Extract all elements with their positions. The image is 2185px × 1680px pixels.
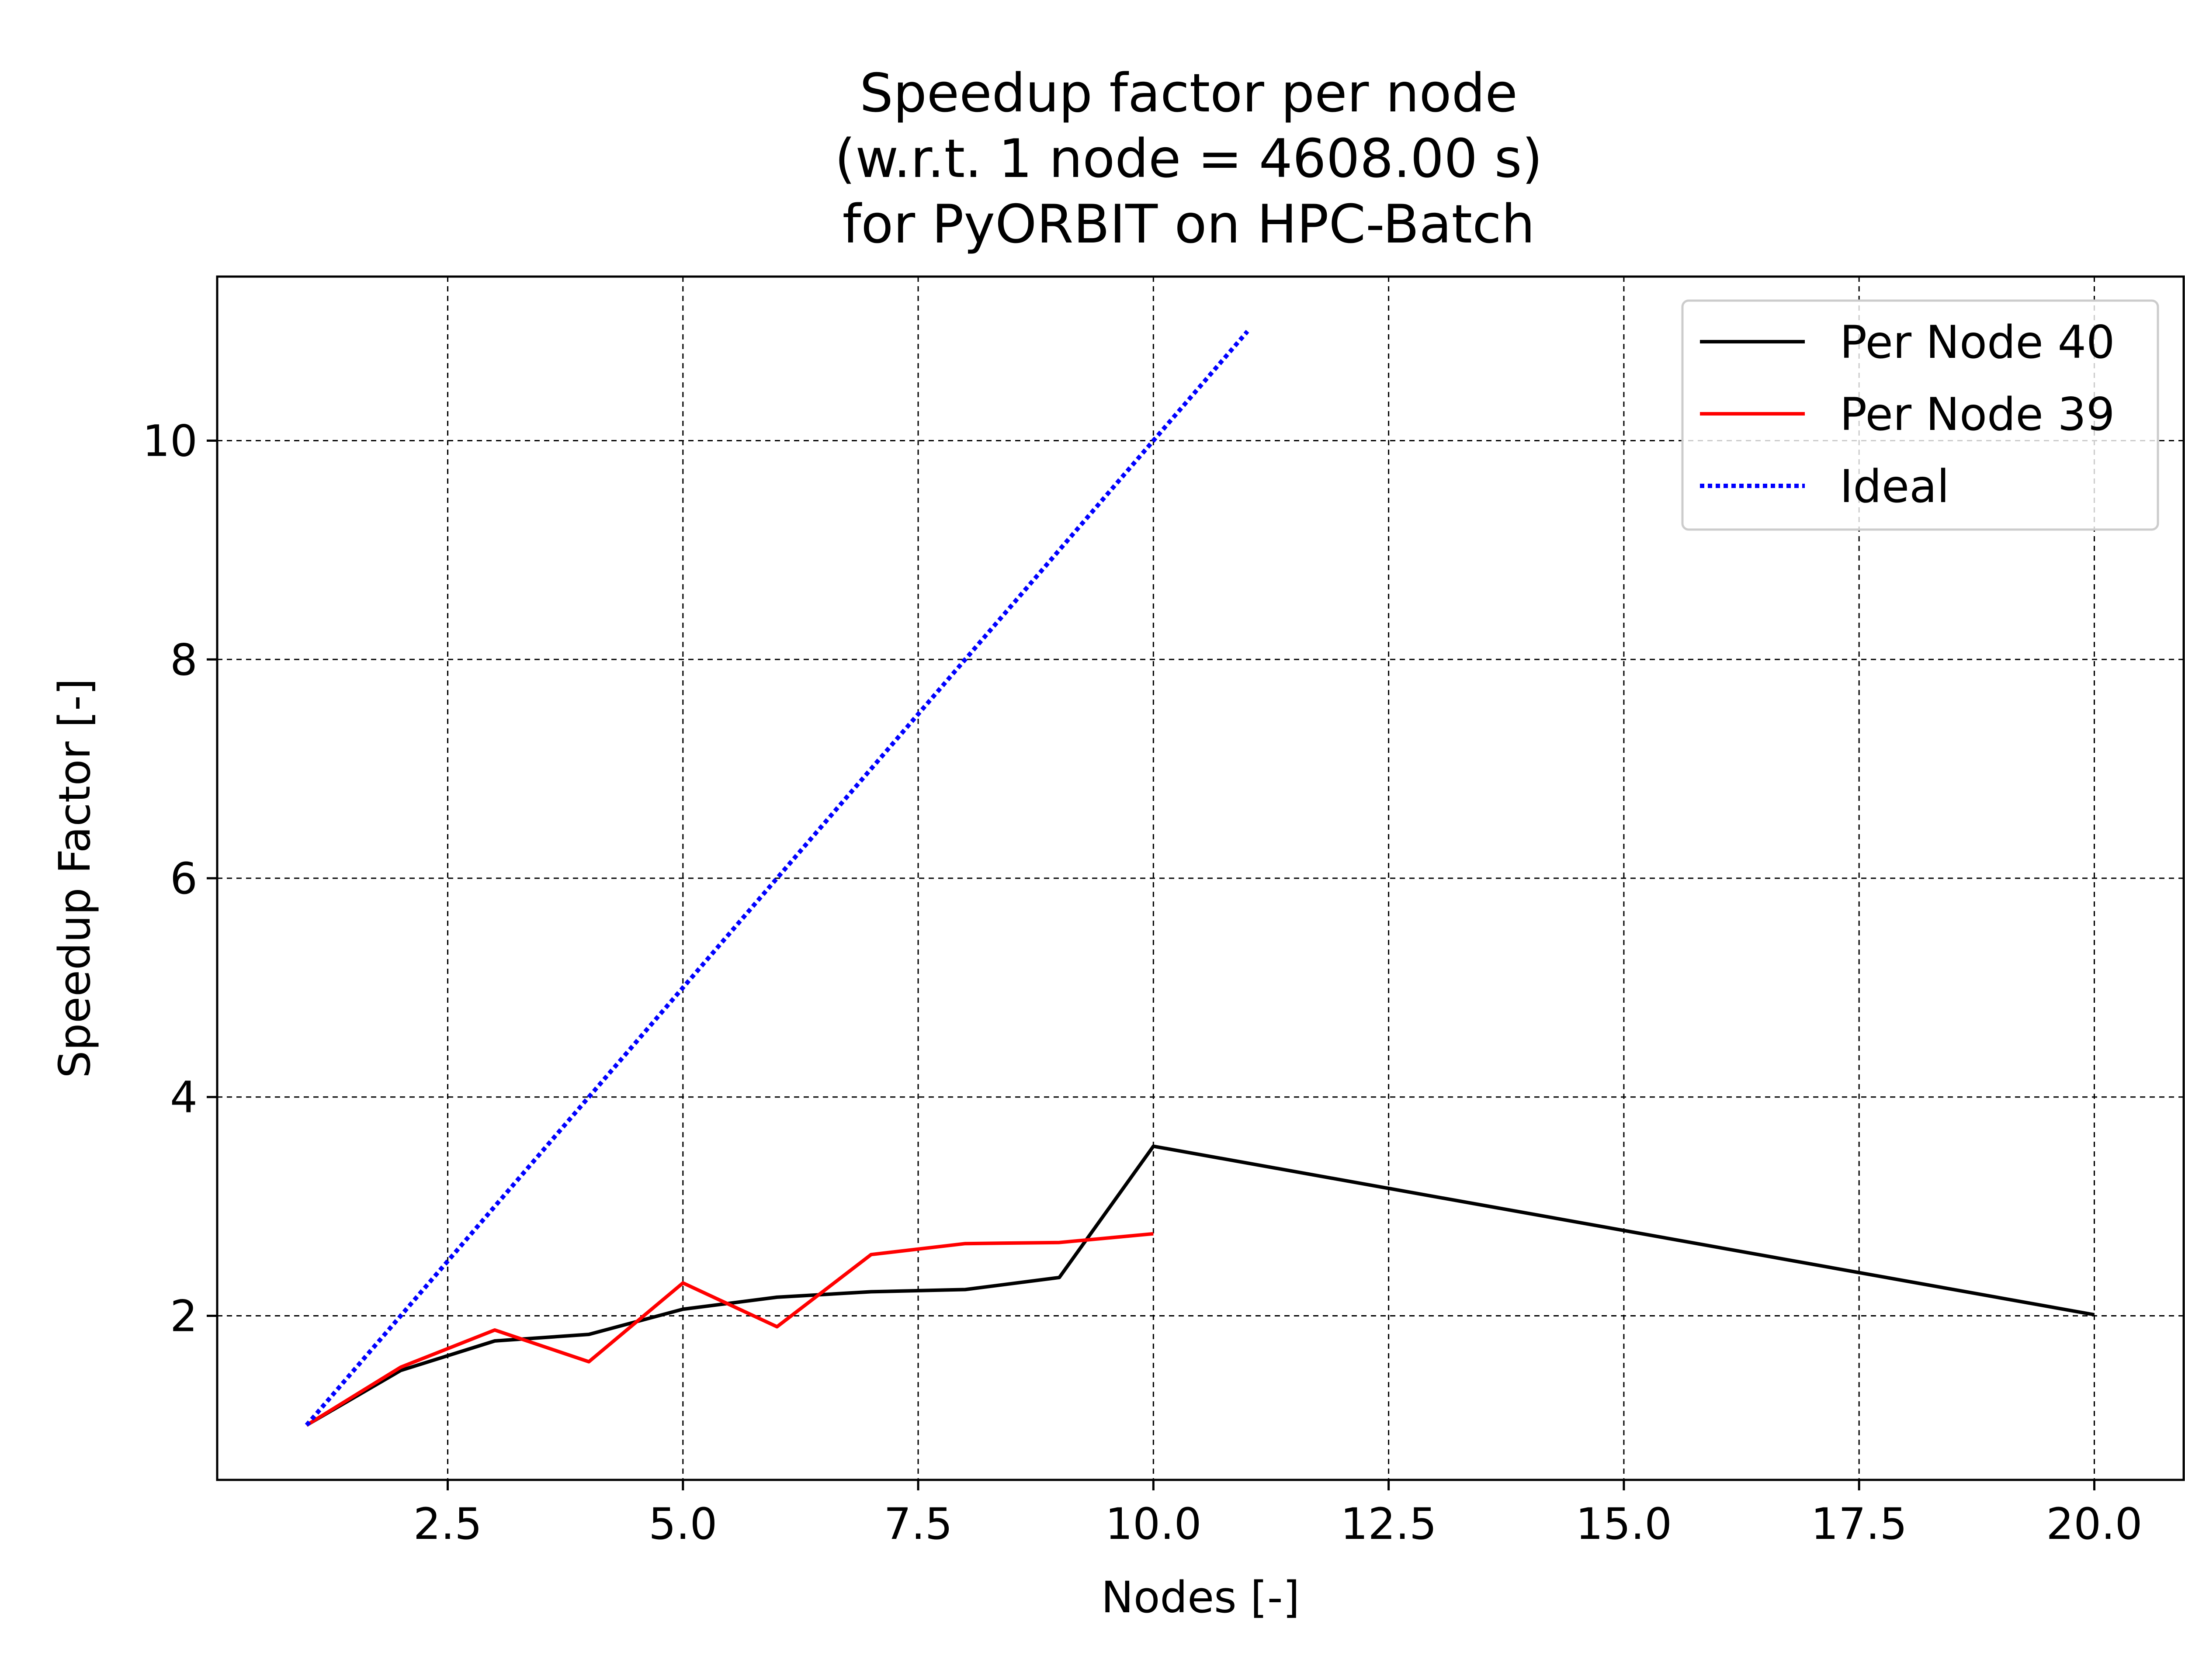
chart-title-line-1: Speedup factor per node bbox=[860, 62, 1518, 124]
chart-title-line-2: (w.r.t. 1 node = 4608.00 s) bbox=[835, 128, 1543, 190]
legend-label: Per Node 40 bbox=[1840, 316, 2115, 369]
x-axis-label: Nodes [-] bbox=[1101, 1573, 1300, 1623]
y-tick-label: 10 bbox=[142, 416, 198, 467]
x-tick-label: 7.5 bbox=[884, 1499, 952, 1549]
legend-box bbox=[1681, 299, 2159, 531]
x-tick-label: 15.0 bbox=[1576, 1499, 1672, 1549]
x-tick-label: 12.5 bbox=[1340, 1499, 1436, 1549]
series-lines bbox=[305, 329, 2095, 1427]
legend: Per Node 40 Per Node 39 Ideal bbox=[1681, 299, 2159, 531]
y-tick-label: 6 bbox=[170, 854, 198, 904]
grid-lines bbox=[217, 277, 2184, 1480]
legend-label: Ideal bbox=[1840, 461, 1949, 513]
axis-ticks: 2.5 5.0 7.5 10.0 12.5 15.0 17.5 20.0 2 4 6 8 10 bbox=[142, 416, 2143, 1549]
y-tick-label: 2 bbox=[170, 1291, 198, 1341]
x-tick-label: 20.0 bbox=[2046, 1499, 2142, 1549]
x-tick-label: 2.5 bbox=[413, 1499, 482, 1549]
series-line-per-node-39 bbox=[305, 1232, 1154, 1427]
x-tick-label: 10.0 bbox=[1105, 1499, 1201, 1549]
x-tick-label: 17.5 bbox=[1811, 1499, 1907, 1549]
x-tick-label: 5.0 bbox=[649, 1499, 717, 1549]
y-axis-label: Speedup Factor [-] bbox=[50, 679, 100, 1078]
y-tick-label: 4 bbox=[170, 1073, 198, 1123]
legend-label: Per Node 39 bbox=[1840, 388, 2115, 441]
series-line-per-node-40 bbox=[305, 1144, 2095, 1427]
chart-title-line-3: for PyORBIT on HPC-Batch bbox=[843, 194, 1535, 255]
y-tick-label: 8 bbox=[170, 635, 198, 685]
